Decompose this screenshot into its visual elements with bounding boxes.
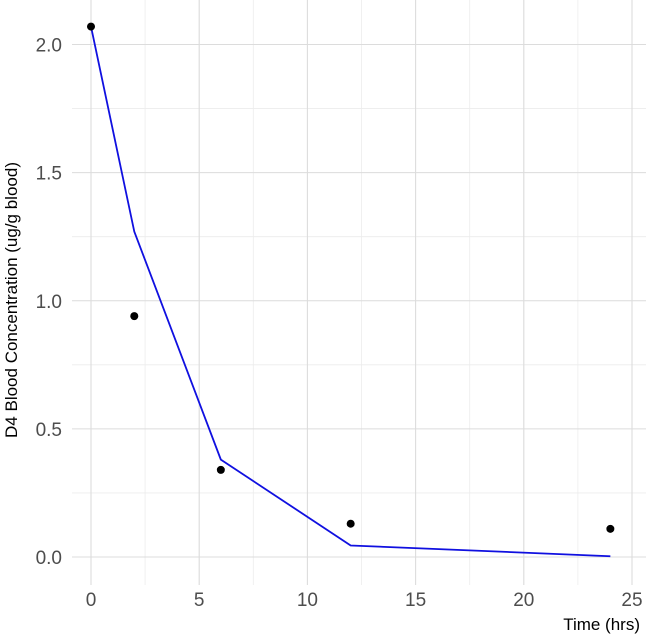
x-axis-title: Time (hrs) — [563, 615, 640, 634]
y-tick-label: 1.0 — [36, 292, 62, 313]
data-point — [87, 22, 95, 31]
y-tick-label: 2.0 — [36, 36, 62, 57]
y-tick-label: 0.0 — [36, 548, 62, 569]
y-axis-ticks: 0.0 0.5 1.0 1.5 2.0 — [36, 36, 62, 570]
y-tick-label: 0.5 — [36, 420, 62, 441]
x-tick-label: 10 — [297, 590, 318, 611]
x-tick-label: 15 — [405, 590, 426, 611]
x-tick-label: 20 — [513, 590, 534, 611]
grid — [72, 0, 646, 585]
x-tick-label: 5 — [194, 590, 205, 611]
series-layer — [87, 22, 615, 558]
model-fit-line — [90, 26, 611, 558]
plot-panel — [72, 0, 646, 585]
x-tick-label: 25 — [621, 590, 642, 611]
data-point — [346, 519, 355, 528]
x-tick-label: 0 — [86, 590, 97, 611]
data-point — [216, 465, 225, 474]
data-point — [130, 312, 139, 321]
data-point — [606, 524, 615, 533]
y-tick-label: 1.5 — [36, 164, 62, 185]
x-axis-ticks: 0 5 10 15 20 25 — [86, 590, 643, 611]
y-axis-title: D4 Blood Concentration (ug/g blood) — [2, 162, 21, 438]
